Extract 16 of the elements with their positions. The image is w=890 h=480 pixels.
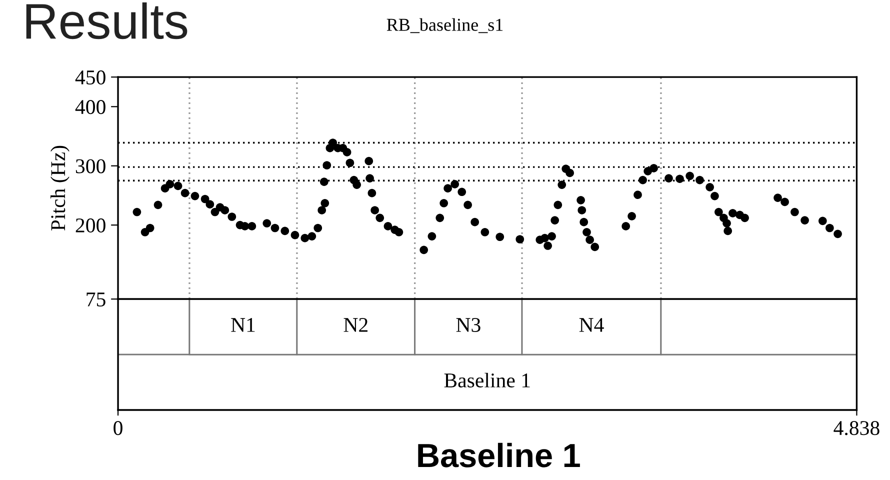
- chart-subtitle: RB_baseline_s1: [386, 18, 503, 34]
- y-tick-label: 300: [76, 159, 106, 174]
- data-label: N3: [456, 318, 480, 332]
- y-tick-label: 450: [75, 70, 106, 84]
- chart-title: Results: [26, 2, 188, 40]
- x-tick-label: 0: [114, 421, 122, 436]
- data-label: Baseline 1: [444, 372, 530, 388]
- data-label: N4: [579, 318, 604, 332]
- y-tick-label: 200: [76, 218, 106, 232]
- y-axis-title: Pitch (Hz): [50, 146, 70, 231]
- y-tick-label: 75: [86, 292, 106, 306]
- data-label: N2: [344, 318, 368, 332]
- text: Baseline 1: [418, 442, 580, 468]
- y-tick-label: 400: [75, 100, 106, 114]
- x-tick-label: 4.838: [834, 421, 880, 436]
- data-label: N1: [231, 318, 255, 332]
